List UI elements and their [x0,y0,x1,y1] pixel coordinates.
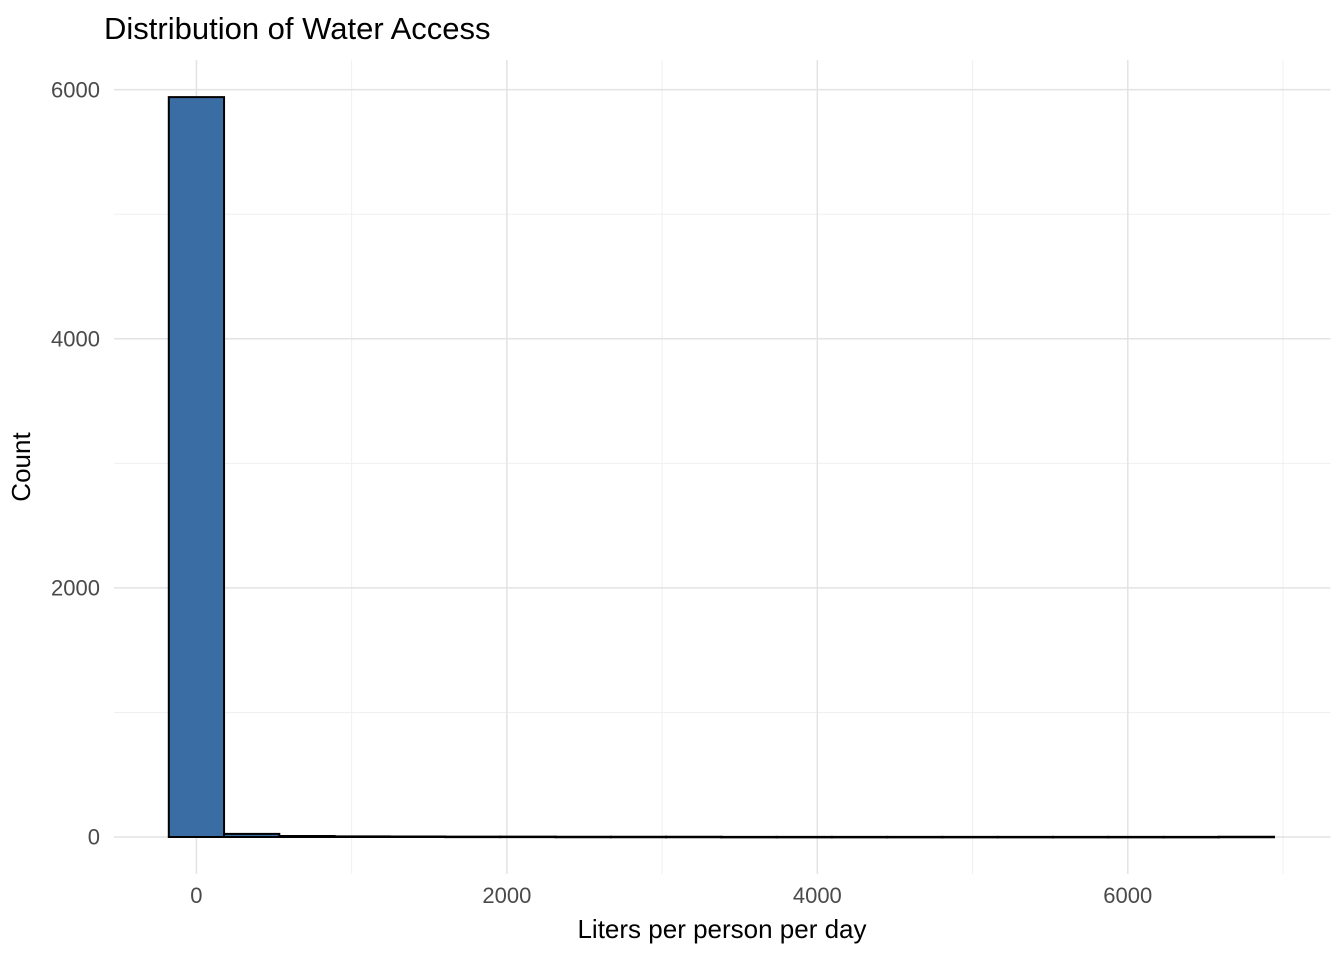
y-tick-label: 2000 [51,576,100,601]
y-tick-label: 6000 [51,77,100,102]
histogram-bar [388,835,447,839]
gridlines-major [114,60,1331,874]
histogram-bar [996,835,1054,839]
histogram-bar [609,835,668,839]
y-axis-title: Count [6,432,36,502]
gridlines-minor [114,60,1331,874]
x-tick-label: 0 [190,883,202,908]
histogram-bar [830,835,889,839]
x-axis-title: Liters per person per day [577,914,866,944]
y-tick-label: 0 [88,825,100,850]
axis-tick-labels: 0 2000 4000 6000 0 2000 4000 6000 [51,77,1152,908]
histogram-bar [775,835,833,839]
histogram-bar [444,835,502,839]
histogram-bar [886,835,944,839]
chart-title: Distribution of Water Access [104,11,491,46]
histogram-bar [499,835,557,839]
histogram-bar [1162,835,1220,839]
histogram-bar [1107,835,1165,839]
histogram-bars [167,96,1275,839]
y-tick-label: 4000 [51,326,100,351]
histogram-bar [665,835,723,839]
histogram-bar [167,96,226,839]
histogram-bar [278,835,336,839]
histogram-bar [941,835,999,839]
histogram-bar [1051,835,1110,839]
histogram-bar [333,835,391,839]
histogram-bar [720,835,778,839]
x-tick-label: 2000 [482,883,531,908]
x-tick-label: 6000 [1103,883,1152,908]
histogram-bar [1217,835,1275,839]
histogram-bar [223,832,281,839]
x-tick-label: 4000 [793,883,842,908]
histogram-bar [554,835,612,839]
